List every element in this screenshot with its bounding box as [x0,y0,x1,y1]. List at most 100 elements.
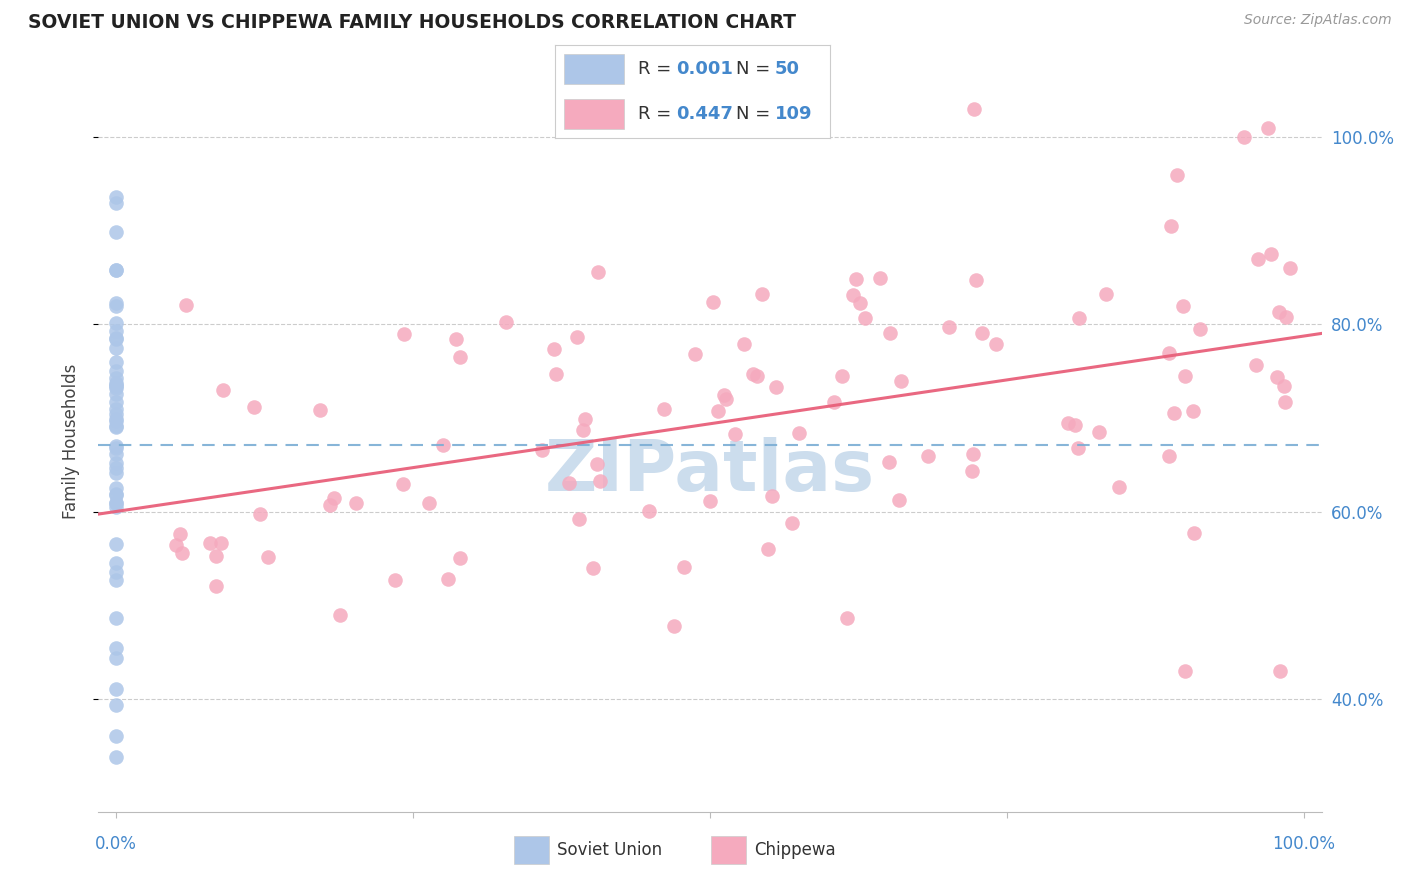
Point [782,516,804,531]
Text: Source: ZipAtlas.com: Source: ZipAtlas.com [1244,13,1392,28]
Point [1189,321,1212,335]
Point [869,271,891,285]
Point [1173,299,1195,313]
Point [1159,450,1181,464]
Point [1095,287,1118,301]
Point [204,579,226,593]
Point [105,418,128,433]
Point [105,420,128,434]
Point [835,611,858,625]
Point [105,225,128,239]
Point [530,442,553,457]
Point [707,404,730,418]
Point [105,332,128,346]
Point [105,342,128,356]
Point [589,475,612,489]
Point [672,559,695,574]
Point [1278,261,1301,276]
Point [392,327,415,342]
Point [449,551,471,566]
Point [1174,664,1197,678]
Point [105,611,128,625]
Point [105,196,128,211]
Point [849,296,872,310]
Point [198,536,221,550]
Y-axis label: Family Households: Family Households [62,364,80,519]
Point [105,566,128,580]
Bar [564,54,624,84]
Point [574,412,596,426]
Point [174,298,197,312]
Point [1108,480,1130,494]
Point [105,376,128,391]
Point [105,379,128,393]
Point [1163,405,1185,419]
Point [212,383,235,397]
Point [586,457,609,471]
Point [845,272,868,286]
Point [105,573,128,587]
Text: N =: N = [737,60,776,78]
Point [713,388,735,402]
Point [105,640,128,655]
Text: N =: N = [737,105,776,123]
Point [391,476,413,491]
Point [105,377,128,392]
Point [105,496,128,510]
Point [962,465,984,479]
Text: 0.0%: 0.0% [96,835,138,853]
Point [105,460,128,475]
Point [1233,130,1256,145]
Point [787,426,810,441]
Point [724,426,747,441]
Point [384,573,406,587]
Bar [515,836,550,863]
Bar [564,99,624,129]
Point [582,560,605,574]
Point [105,481,128,495]
Point [652,402,675,417]
Point [1182,526,1205,541]
Point [751,286,773,301]
Point [323,491,346,506]
Text: 0.447: 0.447 [676,105,733,123]
Point [1160,219,1182,233]
Point [572,423,595,437]
Point [105,394,128,409]
Point [1247,252,1270,266]
Point [962,447,984,461]
Point [105,466,128,480]
Point [105,456,128,470]
Point [733,337,755,351]
Point [638,503,661,517]
Point [105,698,128,712]
Point [1274,379,1296,393]
Point [105,262,128,277]
Point [853,311,876,326]
Point [319,498,342,512]
Point [444,332,467,346]
Text: R =: R = [638,105,676,123]
Point [699,493,721,508]
Point [1064,418,1087,433]
Point [716,392,738,407]
Point [105,371,128,385]
Point [105,438,128,452]
Point [170,546,193,560]
Point [418,496,440,510]
Point [1066,441,1088,455]
Point [437,572,460,586]
Point [432,438,454,452]
Point [205,549,228,563]
Point [889,374,911,388]
Point [1057,417,1080,431]
Point [105,750,128,764]
Point [105,487,128,501]
Point [105,364,128,378]
Point [938,320,960,334]
Point [742,367,765,381]
Text: 50: 50 [775,60,800,78]
Point [831,369,853,384]
Text: SOVIET UNION VS CHIPPEWA FAMILY HOUSEHOLDS CORRELATION CHART: SOVIET UNION VS CHIPPEWA FAMILY HOUSEHOL… [28,13,796,32]
Point [765,380,787,394]
